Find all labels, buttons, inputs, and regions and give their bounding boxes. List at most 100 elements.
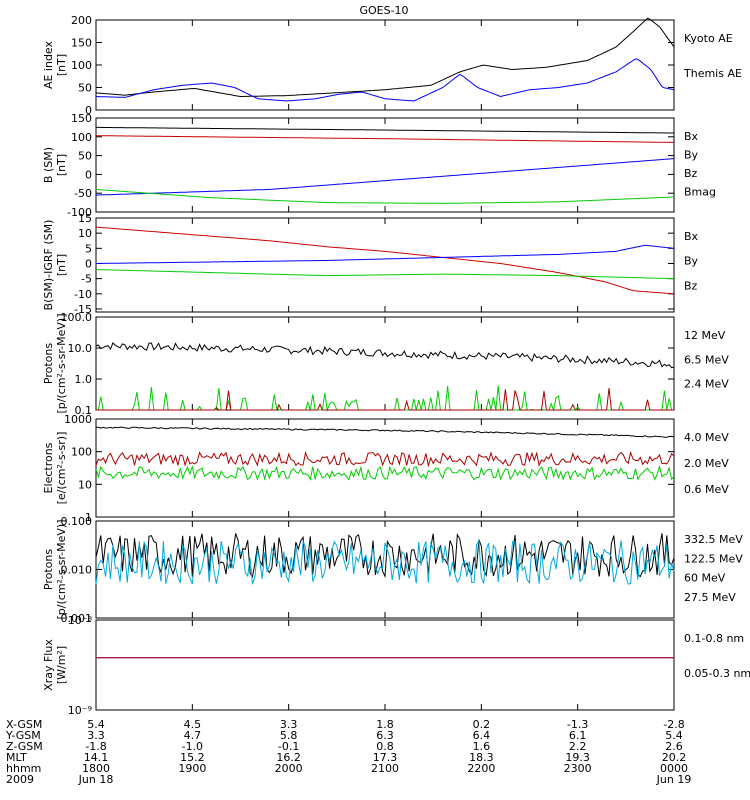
ephemeris-value: 3.3: [87, 729, 105, 742]
series-2-0-mev: [95, 464, 675, 481]
ylabel: [nT]: [55, 54, 68, 76]
ytick-label: -100: [67, 206, 92, 219]
ephemeris-value: 4.7: [184, 729, 202, 742]
legend-entry: 2.4 MeV: [684, 378, 729, 391]
chart-title: GOES-10: [359, 4, 408, 17]
ytick-label: 100.0: [61, 311, 93, 324]
ytick-label: 15: [78, 212, 92, 225]
panel-b: -100 -50 0 50 100 150 B (SM) [nT] Bx By Bz Bmag: [42, 112, 716, 219]
legend-entry: 27.5 MeV: [684, 591, 736, 604]
ephemeris-value: -2.8: [663, 718, 684, 731]
ephemeris-value: 15.2: [180, 751, 205, 764]
ephemeris-value: 3.3: [280, 718, 298, 731]
legend-entry: 6.5 MeV: [684, 353, 729, 366]
series-by: [95, 188, 675, 204]
ephemeris-value: 20.2: [662, 751, 687, 764]
ephemeris-row-label: Z-GSM: [6, 740, 43, 753]
ylabel: B (SM): [42, 147, 55, 183]
ephemeris-value: 19.3: [565, 751, 590, 764]
ytick-label: -50: [74, 187, 92, 200]
ephemeris-value: 6.3: [376, 729, 394, 742]
ylabel: [p/(cm²-s-sr-MeV)]: [55, 520, 68, 620]
ylabel: [nT]: [55, 254, 68, 276]
legend-entry: 0.6 MeV: [684, 483, 729, 496]
ytick-label: 10⁻⁹: [68, 704, 92, 717]
legend-entry: 0.1-0.8 nm: [684, 632, 744, 645]
ylabel: Xray Flux: [42, 639, 55, 691]
ephemeris-value: 5.4: [665, 729, 683, 742]
series-27-5-mev: [95, 533, 675, 579]
ylabel: Electrons: [42, 442, 55, 493]
ephemeris-value: -1.8: [85, 740, 106, 753]
legend-entry: Bz: [684, 279, 698, 292]
series-kyoto-ae: [95, 58, 675, 102]
series-by: [95, 269, 674, 280]
legend-entry: 60 MeV: [684, 572, 726, 585]
ytick-label: 10: [78, 478, 92, 491]
series-60-mev: [95, 539, 675, 585]
ephemeris-value: 6.4: [473, 729, 491, 742]
ylabel: AE index: [42, 40, 55, 89]
ephemeris-value: -0.1: [278, 740, 299, 753]
ephemeris-value: 2200: [467, 762, 495, 775]
series-bx: [96, 244, 675, 264]
ephemeris-row-label: X-GSM: [6, 718, 42, 731]
ytick-label: 100: [71, 131, 92, 144]
ytick-label: 1000: [64, 413, 92, 426]
ytick-label: 10: [78, 227, 92, 240]
ytick-label: -5: [81, 273, 92, 286]
ephemeris-value: 5.8: [280, 729, 298, 742]
ytick-label: 100: [71, 59, 92, 72]
ytick-label: 0: [85, 257, 92, 270]
legend-entry: By: [684, 255, 699, 268]
panel-frame: [95, 418, 675, 518]
ephemeris-value: 2300: [564, 762, 592, 775]
ylabel: Protons: [42, 343, 55, 384]
ytick-label: 0.001: [61, 612, 93, 625]
ephemeris-value: -1.0: [182, 740, 203, 753]
ephemeris-value: 16.2: [276, 751, 301, 764]
ylabel: [W/m²]: [55, 646, 68, 684]
series-bx: [95, 158, 675, 196]
panel-frame: [95, 619, 675, 711]
panel-ae: 0 50 100 150 200 AE index [nT] Kyoto AE Themis A…: [42, 14, 742, 117]
ytick-label: 50: [78, 82, 92, 95]
ephemeris-value: 18.3: [469, 751, 494, 764]
ytick-label: 0: [85, 168, 92, 181]
panel-protons: 0.1 1.0 10.0 100.0 Protons [p/(cm²-s-sr-MeV)]…: [42, 311, 729, 417]
series-0-6-mev: [95, 426, 675, 438]
ytick-label: 0: [85, 104, 92, 117]
ephemeris-value: Jun 19: [656, 773, 692, 786]
legend-entry: 332.5 MeV: [684, 533, 743, 546]
panel-bdiff: -15 -10 -5 0 5 10 15 B(SM)-IGRF (SM) [nT] Bx By Bz: [42, 212, 699, 316]
panel-frame: [95, 217, 675, 313]
legend-entry: 4.0 MeV: [684, 431, 729, 444]
ephemeris-row-label: MLT: [6, 751, 27, 764]
panel-electrons: 1 10 100 1000 Electrons [e/(cm²-s-sr)] 4.0 MeV…: [42, 413, 729, 524]
series-12-mev: [96, 388, 674, 411]
ephemeris-value: 6.1: [569, 729, 587, 742]
legend-entry: 2.0 MeV: [684, 457, 729, 470]
ytick-label: 100: [71, 446, 92, 459]
series-bmag: [96, 126, 674, 134]
ytick-label: 1: [85, 511, 92, 524]
ytick-label: 150: [71, 37, 92, 50]
legend-entry: Bmag: [684, 186, 716, 199]
ephemeris-value: 5.4: [87, 718, 105, 731]
ytick-label: 200: [71, 14, 92, 27]
legend-entry: 12 MeV: [684, 329, 726, 342]
series-themis-ae: [95, 17, 675, 97]
ephemeris-value: 1.8: [376, 718, 394, 731]
ephemeris-value: 0000: [660, 762, 688, 775]
series-bz: [95, 226, 675, 295]
series-2-4-mev: [95, 342, 675, 369]
ylabel: Protons: [42, 549, 55, 590]
ephemeris-row-label: 2009: [6, 773, 34, 786]
panel-protons_hi: 0.001 0.010 0.100 Protons [p/(cm²-s-sr-MeV)]…: [42, 515, 743, 625]
legend-entry: Kyoto AE: [684, 32, 733, 45]
ephemeris-value: 0.8: [376, 740, 394, 753]
ephemeris-value: Jun 18: [78, 773, 114, 786]
ytick-label: 10⁻⁸: [68, 614, 93, 627]
ephemeris-row-label: hhmm: [6, 762, 41, 775]
